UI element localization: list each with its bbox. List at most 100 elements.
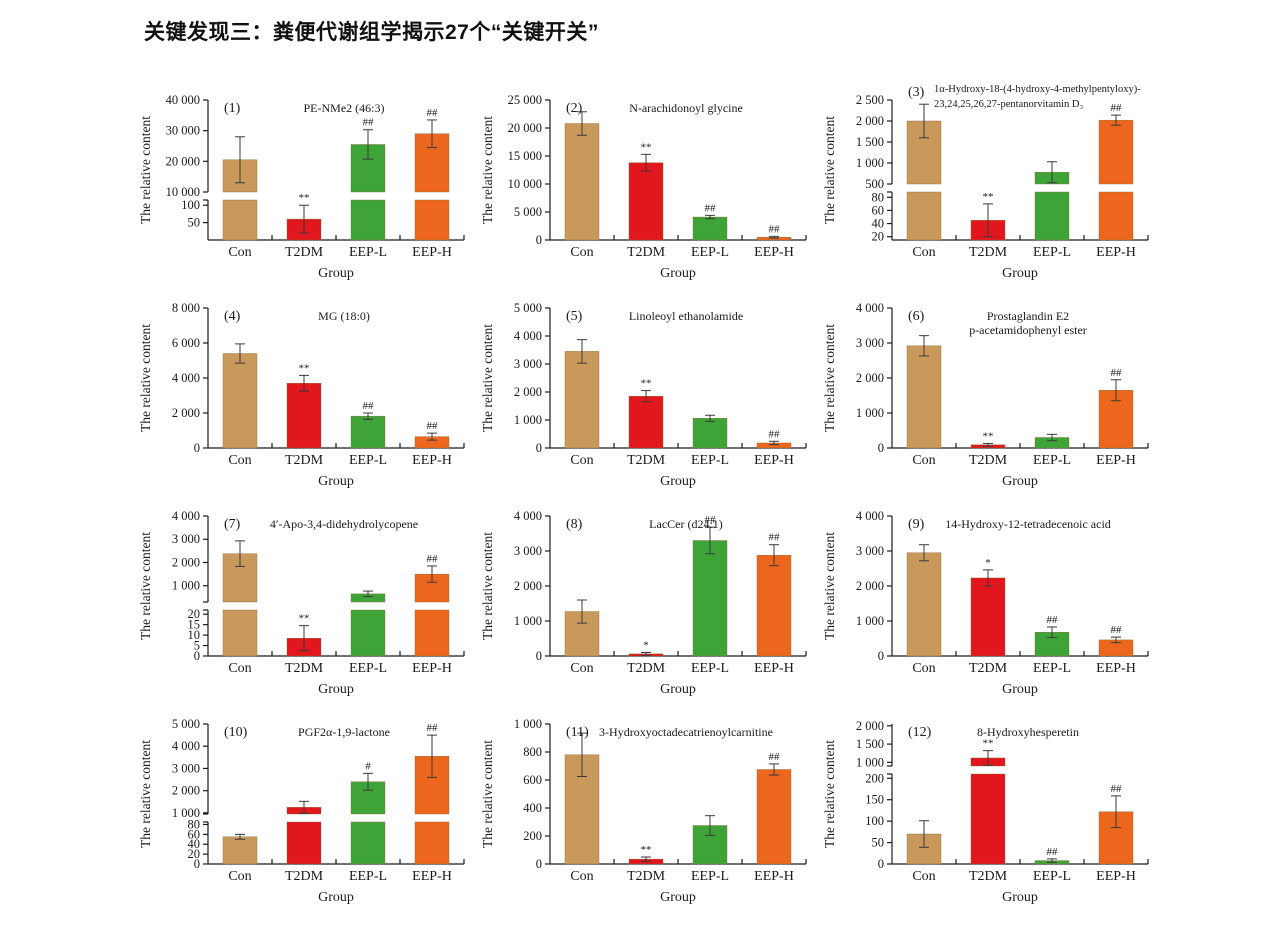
chart-panel-3: 500 1 000 1 500 2 000 2 500 20 40 60 80 Con ** T2DM… [822, 82, 1164, 290]
x-category-label: EEP-H [1096, 869, 1136, 884]
significance-marker: ** [641, 141, 652, 153]
x-axis-title: Group [318, 682, 354, 697]
bar-eep-h [414, 199, 450, 241]
bar-con [906, 191, 942, 241]
chart-2-svg: 0 5 000 10 000 15 000 20 000 25 000 Con ** T2DM #… [480, 93, 807, 281]
y-axis-title: The relative content [480, 740, 495, 848]
significance-marker: # [365, 760, 371, 772]
y-tick-label: 0 [878, 441, 884, 455]
y-tick-label: 25 000 [508, 93, 542, 107]
y-tick-label: 0 [536, 857, 542, 871]
chart-index: (3) [908, 85, 925, 100]
bar-eep-h [1098, 191, 1134, 241]
chart-1-svg: 10 000 20 000 30 000 40 000 50 100 Con ** T2DM ##… [138, 93, 465, 281]
significance-marker: ## [1111, 624, 1123, 636]
x-category-label: EEP-H [754, 869, 794, 884]
significance-marker: * [643, 640, 649, 652]
significance-marker: ## [1111, 367, 1123, 379]
y-tick-label: 0 [536, 233, 542, 247]
y-axis-title: The relative content [480, 532, 495, 640]
y-tick-label: 2 000 [856, 579, 884, 593]
chart-index: (11) [566, 725, 589, 740]
x-category-label: T2DM [627, 661, 666, 676]
chart-panel-5: 0 1 000 2 000 3 000 4 000 5 000 Con ** T2DM EEP-L… [480, 290, 822, 498]
y-tick-label: 20 [872, 230, 885, 244]
y-tick-label: 5 000 [514, 205, 542, 219]
y-tick-label: 40 000 [166, 93, 200, 107]
chart-9-svg: 0 1 000 2 000 3 000 4 000 Con * T2DM ## EEP-L ## EE… [822, 509, 1149, 697]
y-tick-label: 10 000 [166, 185, 200, 199]
chart-title: N-arachidonoyl glycine [629, 101, 743, 115]
bar-eep-h [414, 133, 450, 193]
y-axis-title: The relative content [480, 324, 495, 432]
x-axis-title: Group [318, 474, 354, 489]
chart-title: LacCer (d24:1) [649, 517, 723, 531]
chart-panel-10: 1 000 2 000 3 000 4 000 5 000 0 20 40 60 80 Con T2D… [138, 706, 480, 914]
y-axis-title: The relative content [138, 532, 153, 640]
y-tick-label: 2 000 [514, 579, 542, 593]
significance-marker: ** [641, 378, 652, 390]
x-axis-title: Group [660, 890, 696, 905]
chart-index: (9) [908, 517, 925, 532]
x-category-label: EEP-L [1033, 661, 1071, 676]
y-axis-title: The relative content [822, 324, 837, 432]
significance-marker: ## [427, 420, 439, 432]
chart-panel-12: 1 000 1 500 2 000 0 50 100 150 200 Con ** T2DM ## EE… [822, 706, 1164, 914]
chart-index: (4) [224, 309, 241, 324]
x-category-label: EEP-L [1033, 869, 1071, 884]
y-axis-title: The relative content [138, 740, 153, 848]
y-tick-label: 800 [523, 745, 542, 759]
y-tick-label: 20 [188, 847, 201, 861]
x-axis-title: Group [1002, 266, 1038, 281]
y-tick-label: 2 000 [856, 371, 884, 385]
chart-8-svg: 0 1 000 2 000 3 000 4 000 Con * T2DM ## EEP-L ## EE… [480, 509, 807, 697]
bar-eep-l [692, 540, 728, 657]
x-category-label: Con [228, 869, 251, 884]
x-axis-title: Group [1002, 682, 1038, 697]
y-tick-label: 0 [878, 649, 884, 663]
y-tick-label: 600 [523, 773, 542, 787]
x-category-label: EEP-H [412, 661, 452, 676]
y-tick-label: 8 000 [172, 301, 200, 315]
bar-eep-h [756, 555, 792, 657]
significance-marker: ## [1047, 614, 1059, 626]
x-axis-title: Group [660, 474, 696, 489]
y-tick-label: 10 000 [508, 177, 542, 191]
y-tick-label: 4 000 [856, 509, 884, 523]
y-tick-label: 20 000 [166, 154, 200, 168]
significance-marker: ## [427, 107, 439, 119]
significance-marker: ** [299, 192, 310, 204]
y-tick-label: 150 [865, 793, 884, 807]
x-category-label: Con [570, 453, 593, 468]
bar-eep-l [350, 199, 386, 241]
x-axis-title: Group [1002, 890, 1038, 905]
chart-index: (7) [224, 517, 241, 532]
y-tick-label: 200 [865, 771, 884, 785]
bar-eep-l [1034, 191, 1070, 241]
bar-con [222, 609, 258, 657]
x-category-label: T2DM [627, 245, 666, 260]
y-tick-label: 100 [865, 814, 884, 828]
page-title: 关键发现三：粪便代谢组学揭示27个“关键开关” [144, 21, 599, 44]
x-category-label: EEP-L [691, 869, 729, 884]
bar-con [222, 199, 258, 241]
y-tick-label: 5 000 [514, 301, 542, 315]
chart-panel-6: 0 1 000 2 000 3 000 4 000 Con ** T2DM EEP-L ## EEP… [822, 290, 1164, 498]
y-tick-label: 30 000 [166, 124, 200, 138]
x-category-label: Con [912, 245, 935, 260]
y-tick-label: 5 [194, 639, 200, 653]
x-category-label: T2DM [285, 661, 324, 676]
y-tick-label: 0 [536, 441, 542, 455]
x-category-label: EEP-L [349, 245, 387, 260]
y-axis-title: The relative content [480, 116, 495, 224]
chart-panel-11: 0 200 400 600 800 1 000 Con ** T2DM EEP-L ## EEP-H (… [480, 706, 822, 914]
x-axis-title: Group [318, 266, 354, 281]
x-category-label: T2DM [969, 245, 1008, 260]
y-tick-label: 2 000 [856, 114, 884, 128]
y-tick-label: 3 000 [856, 544, 884, 558]
bar-con [564, 351, 600, 449]
significance-marker: ## [363, 117, 375, 129]
chart-title: 23,24,25,26,27-pentanorvitamin D₃ [934, 99, 1084, 110]
bar-eep-h [414, 609, 450, 657]
